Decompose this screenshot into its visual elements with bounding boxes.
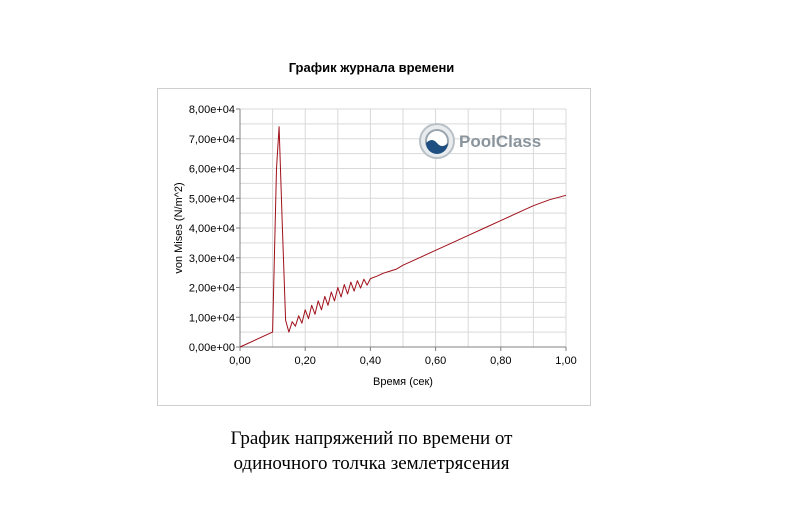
y-tick-label: 6,00e+04 bbox=[189, 164, 235, 176]
series-layer bbox=[239, 126, 567, 348]
chart-plot: PoolClass 0,00 0,20 0,40 0,60 0,80 1,00 0,00e+… bbox=[173, 104, 577, 388]
y-tick-label: 2,00e+04 bbox=[189, 283, 235, 295]
y-tick-label: 8,00e+04 bbox=[189, 104, 235, 116]
x-tick-label: 0,00 bbox=[229, 355, 250, 367]
y-tick-label: 1,00e+04 bbox=[189, 312, 235, 324]
x-tick-label: 1,00 bbox=[555, 355, 576, 367]
figure-caption: График напряжений по времени от одиночно… bbox=[0, 426, 743, 476]
watermark-text: PoolClass bbox=[459, 132, 541, 151]
series-line bbox=[239, 126, 567, 348]
watermark: PoolClass bbox=[419, 123, 541, 159]
tick-labels: 0,00 0,20 0,40 0,60 0,80 1,00 0,00e+00 1,00e+04… bbox=[189, 104, 577, 367]
x-axis-label: Время (сек) bbox=[373, 376, 433, 388]
caption-line-2: одиночного толчка землетрясения bbox=[233, 453, 510, 474]
x-tick-label: 0,60 bbox=[425, 355, 446, 367]
y-tick-label: 3,00e+04 bbox=[189, 253, 235, 265]
y-axis-label: von Mises (N/m^2) bbox=[173, 182, 185, 273]
logo-icon bbox=[419, 123, 455, 159]
x-tick-label: 0,20 bbox=[294, 355, 315, 367]
x-tick-label: 0,80 bbox=[490, 355, 511, 367]
y-tick-label: 0,00e+00 bbox=[189, 342, 235, 354]
y-tick-label: 5,00e+04 bbox=[189, 193, 235, 205]
chart-title: График журнала времени bbox=[288, 60, 455, 75]
axes bbox=[236, 108, 567, 351]
y-tick-label: 4,00e+04 bbox=[189, 223, 235, 235]
caption-line-1: График напряжений по времени от bbox=[230, 428, 513, 449]
chart-frame: PoolClass 0,00 0,20 0,40 0,60 0,80 1,00 0,00e+… bbox=[157, 88, 591, 406]
y-tick-label: 7,00e+04 bbox=[189, 134, 235, 146]
x-tick-label: 0,40 bbox=[360, 355, 381, 367]
